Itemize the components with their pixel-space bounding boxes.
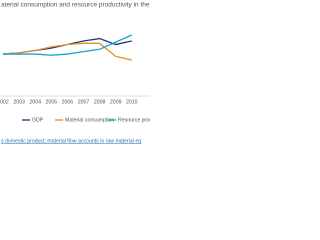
page: {"chart_data": {"type": "line", "title":…: [0, 0, 150, 150]
x-tick-label: 2006: [62, 99, 74, 105]
x-tick-label: 2002: [0, 99, 9, 105]
source-note: s domestic product; material flow accoun…: [1, 138, 141, 144]
chart-title: aterial consumption and resource product…: [1, 2, 150, 9]
legend-label: GDP: [32, 117, 44, 123]
x-tick-label: 2004: [29, 99, 41, 105]
legend-label: Material consumption: [65, 117, 114, 123]
x-tick-label: 2007: [78, 99, 90, 105]
x-tick-label: 2008: [94, 99, 106, 105]
series-line: [2, 42, 132, 61]
x-tick-label: 2005: [46, 99, 58, 105]
x-tick-label: 2009: [110, 99, 122, 105]
series-line: [3, 34, 133, 56]
legend-label: Resource productivity: [118, 117, 150, 123]
chart: aterial consumption and resource product…: [0, 2, 150, 144]
x-tick-label: 2003: [13, 99, 25, 105]
x-tick-label: 2010: [126, 99, 138, 105]
